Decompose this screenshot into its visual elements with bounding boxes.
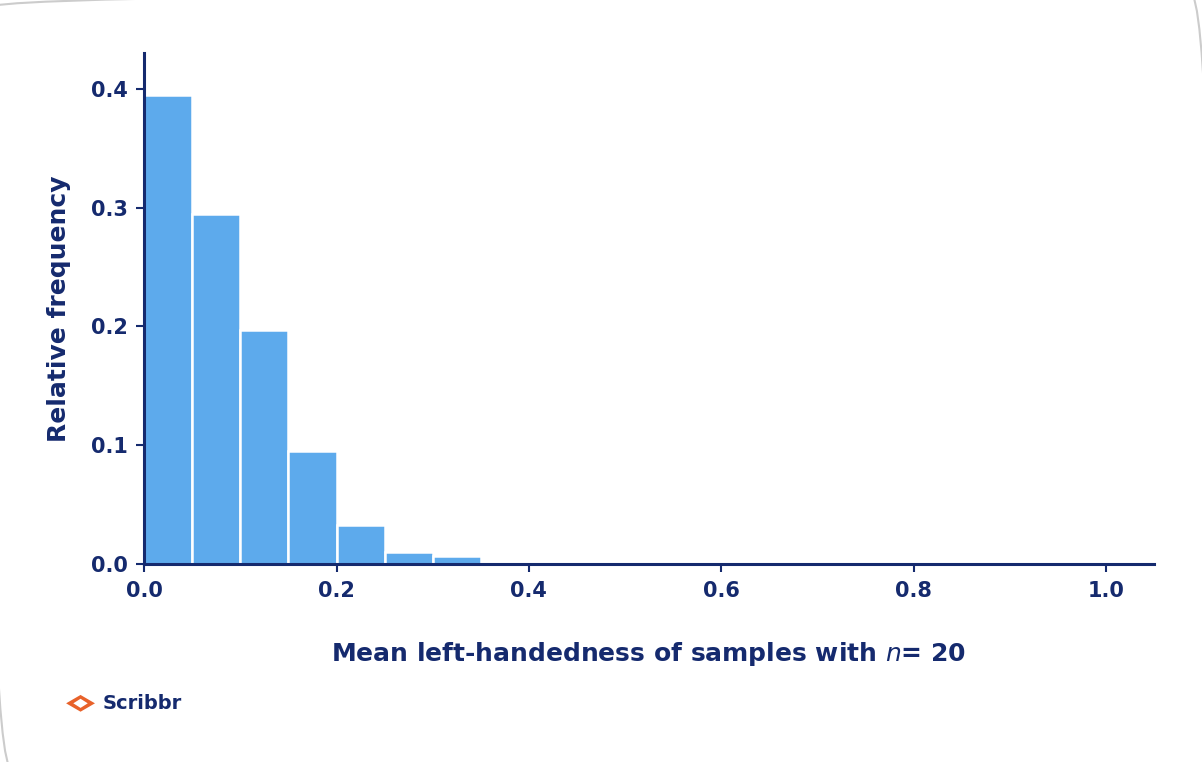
Bar [385,552,433,564]
Bar [337,525,385,564]
Bar [144,95,192,564]
Bar [240,330,288,564]
Text: Scribbr: Scribbr [102,694,182,712]
Text: Mean left-handedness of samples with $\it{n}$= 20: Mean left-handedness of samples with $\i… [332,640,966,668]
Bar [192,213,240,564]
Bar [433,555,481,564]
Y-axis label: Relative frequency: Relative frequency [47,175,71,442]
Bar [288,451,337,564]
